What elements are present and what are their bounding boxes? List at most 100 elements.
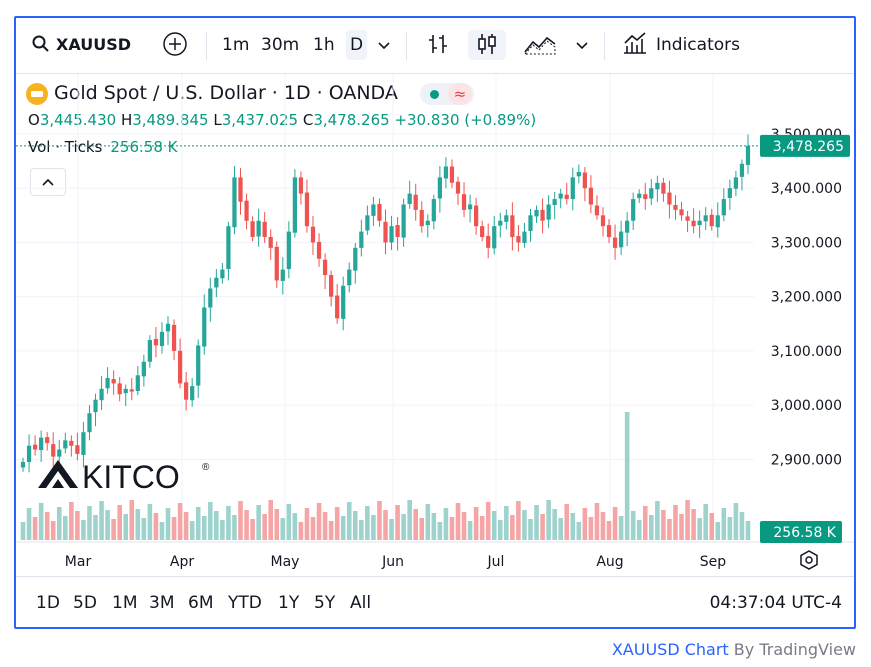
range-5d[interactable]: 5D	[73, 593, 97, 613]
volume-bar	[189, 521, 195, 540]
candle-body	[226, 226, 231, 270]
volume-bar	[208, 502, 213, 540]
volume-bar	[697, 518, 702, 540]
settings-icon[interactable]	[800, 550, 818, 570]
y-tick-label: 3,300.000	[771, 235, 842, 251]
x-tick-label: May	[271, 554, 300, 570]
volume-bar	[123, 514, 129, 540]
volume-bar	[141, 518, 147, 540]
style-dropdown[interactable]	[576, 30, 588, 60]
range-1d[interactable]: 1D	[36, 593, 60, 613]
plus-circle-icon	[163, 32, 187, 56]
candle-body	[208, 288, 213, 308]
candle-body	[347, 269, 352, 286]
candle-body	[196, 345, 201, 386]
y-tick-label: 3,200.000	[771, 290, 842, 306]
volume-bar	[636, 520, 642, 540]
candle-body	[377, 203, 382, 221]
range-ytd[interactable]: YTD	[228, 593, 262, 613]
candle-body	[697, 220, 702, 226]
range-6m[interactable]: 6M	[188, 593, 214, 613]
indicators-button[interactable]: Indicators	[622, 30, 740, 60]
volume-bar	[510, 515, 515, 540]
volume-bar	[425, 504, 431, 540]
price-chart[interactable]: 3,500.0003,400.0003,300.0003,200.0003,10…	[16, 74, 854, 576]
candle-body	[262, 221, 267, 238]
candle-body	[111, 379, 116, 384]
candle-body	[588, 187, 594, 205]
bar-style-button[interactable]	[426, 30, 450, 60]
candle-body	[407, 193, 412, 204]
volume-bar	[298, 522, 304, 540]
candle-body	[606, 225, 612, 238]
candle-body	[238, 177, 243, 202]
tradingview-credit[interactable]: XAUUSD Chart By TradingView	[612, 640, 856, 659]
candles-style-button[interactable]	[468, 30, 506, 60]
volume-bar	[81, 520, 86, 540]
volume-bar	[383, 510, 388, 540]
candle-body	[685, 216, 690, 221]
candle-body	[480, 226, 485, 238]
candle-body	[443, 166, 449, 179]
volume-bar	[491, 511, 497, 540]
range-3m[interactable]: 3M	[149, 593, 175, 613]
volume-bar	[600, 512, 606, 540]
interval-1m[interactable]: 1m	[222, 35, 250, 55]
candle-body	[576, 171, 581, 177]
candle-body	[673, 205, 678, 210]
candle-body	[87, 413, 92, 433]
volume-bar	[322, 512, 328, 540]
volume-bar	[558, 518, 563, 540]
close-value: 3,478.265	[313, 111, 390, 129]
candle-body	[733, 177, 739, 189]
interval-1h[interactable]: 1h	[313, 35, 335, 55]
volume-bar	[582, 508, 588, 540]
volume-bar	[413, 509, 419, 540]
candle-body	[99, 388, 104, 401]
market-status-pill[interactable]: ≈	[419, 82, 474, 105]
volume-bar	[528, 519, 533, 540]
candle-body	[492, 226, 497, 249]
volume-bar	[346, 502, 352, 540]
chevron-down-icon	[576, 42, 588, 50]
range-5y[interactable]: 5Y	[314, 593, 336, 613]
range-1m[interactable]: 1M	[112, 593, 138, 613]
candle-body	[256, 220, 261, 237]
volume-bar	[220, 520, 225, 540]
volume-bar	[359, 520, 364, 540]
range-1y[interactable]: 1Y	[278, 593, 300, 613]
area-style-button[interactable]	[523, 30, 557, 60]
volume-bar	[262, 514, 267, 540]
wave-icon: ≈	[447, 82, 472, 105]
candle-body	[467, 204, 473, 210]
candle-body	[703, 215, 708, 222]
kitco-logo-mark	[38, 460, 78, 488]
candle-body	[292, 177, 297, 233]
candle-body	[721, 199, 726, 216]
volume-bar	[44, 512, 50, 540]
compare-button[interactable]	[162, 30, 188, 60]
range-all[interactable]: All	[350, 593, 372, 613]
candle-body	[558, 193, 563, 199]
candle-body	[51, 444, 56, 457]
volume-bar	[328, 521, 334, 540]
symbol-search-button[interactable]: XAUUSD	[32, 30, 131, 60]
volume-bar	[286, 504, 292, 540]
candle-body	[649, 188, 654, 199]
candle-body	[486, 235, 491, 248]
volume-bar	[75, 511, 80, 540]
collapse-legend-button[interactable]	[30, 168, 66, 196]
volume-bar	[371, 515, 376, 540]
candle-body	[298, 177, 304, 194]
volume-bar	[20, 522, 26, 540]
interval-dropdown[interactable]	[378, 30, 390, 60]
volume-bar	[310, 517, 316, 540]
candle-body	[123, 388, 128, 394]
interval-d[interactable]: D	[346, 30, 368, 60]
legend-title-row: Gold Spot / U.S. Dollar · 1D · OANDA ≈	[26, 82, 474, 108]
timezone-clock[interactable]: 04:37:04 UTC-4	[709, 593, 842, 613]
interval-30m[interactable]: 30m	[261, 35, 300, 55]
settings-hexagon	[800, 550, 818, 570]
volume-bar	[624, 412, 630, 540]
volume-bar	[733, 503, 739, 540]
